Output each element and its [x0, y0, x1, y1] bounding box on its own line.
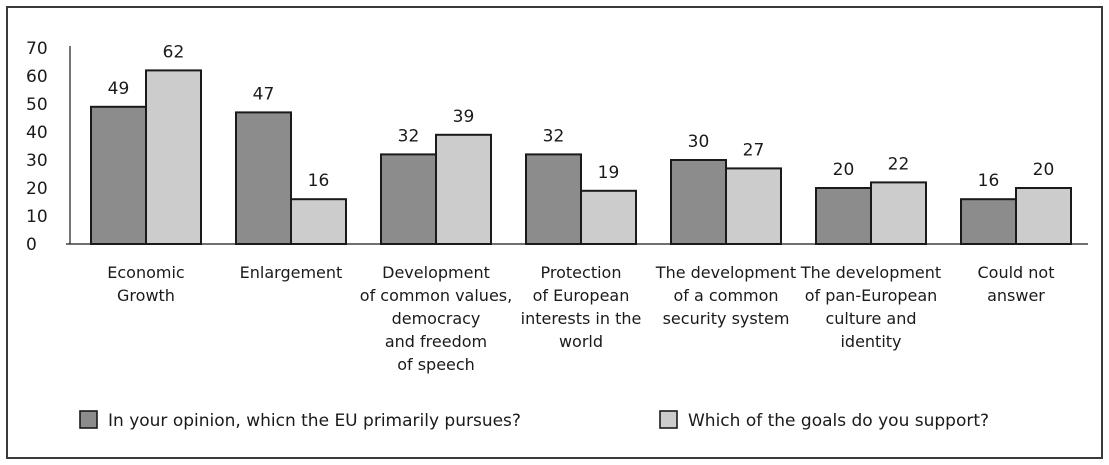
y-tick-label: 50 [26, 95, 48, 115]
y-tick-label: 70 [26, 39, 48, 59]
bar-1 [90, 105, 147, 245]
bar-2 [290, 198, 347, 245]
x-category-label: Development of common values, democracy and… [360, 263, 512, 374]
bar-2 [145, 69, 202, 246]
bar-2 [1015, 187, 1072, 245]
bar-2 [580, 189, 637, 246]
x-category-label: Enlargement [240, 263, 343, 282]
data-label: 39 [453, 107, 475, 127]
data-label: 16 [308, 171, 330, 191]
x-category-label: The development of a common security syste… [655, 263, 796, 328]
data-label: 19 [598, 163, 620, 183]
y-tick-label: 60 [26, 67, 48, 87]
data-label: 30 [688, 132, 710, 152]
legend-label-2: Which of the goals do you support? [688, 411, 989, 431]
data-label: 20 [1033, 160, 1055, 180]
x-category-label: The development of pan-European culture an… [800, 263, 941, 351]
data-label: 20 [833, 160, 855, 180]
y-tick-label: 40 [26, 123, 48, 143]
bar-2 [435, 133, 492, 245]
bar-1 [670, 159, 727, 245]
bar-1 [525, 153, 582, 245]
bar-2 [725, 167, 782, 245]
y-tick-label: 10 [26, 207, 48, 227]
y-tick-label: 0 [26, 235, 37, 255]
y-tick-label: 30 [26, 151, 48, 171]
x-category-label: Economic Growth [107, 263, 184, 305]
bar-1 [235, 111, 292, 246]
bar-2 [870, 181, 927, 245]
x-category-label: Could not answer [978, 263, 1055, 305]
y-tick-label: 20 [26, 179, 48, 199]
data-label: 47 [253, 84, 275, 104]
data-label: 27 [743, 140, 765, 160]
data-label: 16 [978, 171, 1000, 191]
bar-1 [960, 198, 1017, 245]
bar-1 [380, 153, 437, 245]
x-category-label: Protection of European interests in the wor… [521, 263, 642, 351]
legend-label-1: In your opinion, whicn the EU primarily … [108, 411, 521, 431]
legend-swatch-1 [79, 410, 98, 429]
data-label: 62 [163, 42, 185, 62]
legend-swatch-2 [659, 410, 678, 429]
bar-1 [815, 187, 872, 245]
data-label: 49 [108, 79, 130, 99]
data-label: 32 [543, 126, 565, 146]
data-label: 22 [888, 154, 910, 174]
data-label: 32 [398, 126, 420, 146]
